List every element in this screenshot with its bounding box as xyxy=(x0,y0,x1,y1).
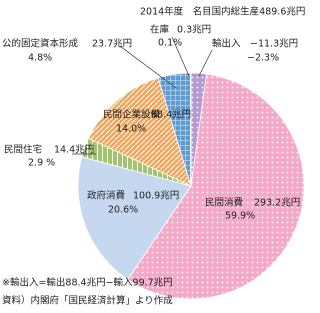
percent-label: 59.9% xyxy=(225,211,255,222)
amount-label: 14.4兆円 xyxy=(54,145,94,156)
slice-label: 在庫 xyxy=(150,24,170,36)
slice-label: 民間企業設備 xyxy=(103,109,160,121)
pie-slice xyxy=(189,72,192,187)
amount-label: 293.2兆円 xyxy=(254,198,300,209)
slice-label: 政府消費 xyxy=(87,190,125,202)
slice-label: 民間消費 xyxy=(205,197,243,209)
chart: 2014年度 名目国内総生産489.6兆円 ※輸出入=輸出88.4兆円−輸入99… xyxy=(2,6,305,307)
footnote: 資料）内閣府「国民経済計算」より作成 xyxy=(2,295,173,307)
slice-label: 民間住宅 xyxy=(4,144,42,156)
leader-line xyxy=(198,49,213,77)
leader-line xyxy=(171,36,190,77)
amount-label: 23.7兆円 xyxy=(92,39,132,50)
slice-label: 輸出入 xyxy=(212,38,241,50)
percent-label: −2.3% xyxy=(247,53,279,64)
slice-label: 公的固定資本形成 xyxy=(2,38,79,50)
amount-label: −11.3兆円 xyxy=(250,39,298,50)
pie-slice xyxy=(88,77,192,187)
amount-label: 68.4兆円 xyxy=(151,110,191,121)
percent-label: 0.1% xyxy=(158,38,182,49)
percent-label: 2.9 % xyxy=(28,158,55,169)
leader-line xyxy=(119,45,177,89)
pie-slice xyxy=(127,73,305,300)
footnote: ※輸出入=輸出88.4兆円−輸入99.7兆円 xyxy=(2,277,173,289)
amount-label: 0.3兆円 xyxy=(177,25,211,36)
percent-label: 4.8% xyxy=(28,53,52,64)
pie-slice xyxy=(77,156,192,281)
amount-label: 100.9兆円 xyxy=(133,191,179,202)
chart-title: 2014年度 名目国内総生産489.6兆円 xyxy=(140,6,305,18)
percent-label: 20.6% xyxy=(108,205,138,216)
percent-label: 14.0% xyxy=(116,124,146,135)
